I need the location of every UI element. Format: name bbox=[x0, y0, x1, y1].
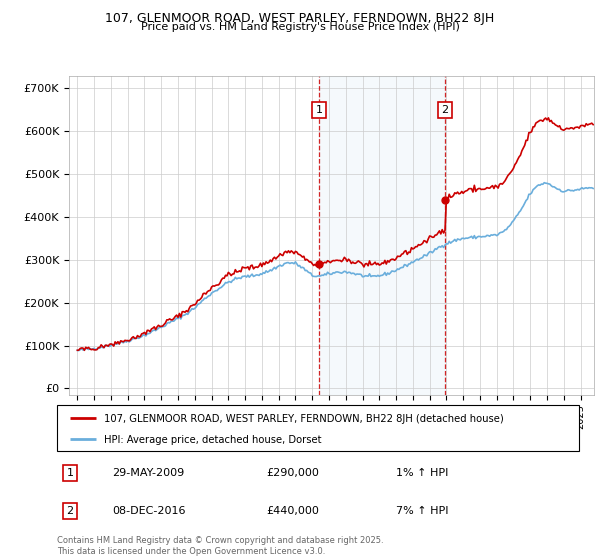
Text: 107, GLENMOOR ROAD, WEST PARLEY, FERNDOWN, BH22 8JH (detached house): 107, GLENMOOR ROAD, WEST PARLEY, FERNDOW… bbox=[104, 414, 504, 424]
Text: 2: 2 bbox=[67, 506, 74, 516]
Text: 29-MAY-2009: 29-MAY-2009 bbox=[112, 468, 184, 478]
Text: £440,000: £440,000 bbox=[266, 506, 319, 516]
Text: Price paid vs. HM Land Registry's House Price Index (HPI): Price paid vs. HM Land Registry's House … bbox=[140, 22, 460, 32]
Text: 107, GLENMOOR ROAD, WEST PARLEY, FERNDOWN, BH22 8JH: 107, GLENMOOR ROAD, WEST PARLEY, FERNDOW… bbox=[106, 12, 494, 25]
Text: Contains HM Land Registry data © Crown copyright and database right 2025.
This d: Contains HM Land Registry data © Crown c… bbox=[57, 536, 383, 556]
Text: 7% ↑ HPI: 7% ↑ HPI bbox=[397, 506, 449, 516]
Text: 1% ↑ HPI: 1% ↑ HPI bbox=[397, 468, 449, 478]
Text: 1: 1 bbox=[316, 105, 323, 115]
Text: 08-DEC-2016: 08-DEC-2016 bbox=[112, 506, 185, 516]
Text: 1: 1 bbox=[67, 468, 74, 478]
Text: HPI: Average price, detached house, Dorset: HPI: Average price, detached house, Dors… bbox=[104, 435, 322, 445]
Text: 2: 2 bbox=[442, 105, 449, 115]
FancyBboxPatch shape bbox=[57, 405, 579, 451]
Bar bbox=[319, 76, 445, 395]
Text: £290,000: £290,000 bbox=[266, 468, 319, 478]
